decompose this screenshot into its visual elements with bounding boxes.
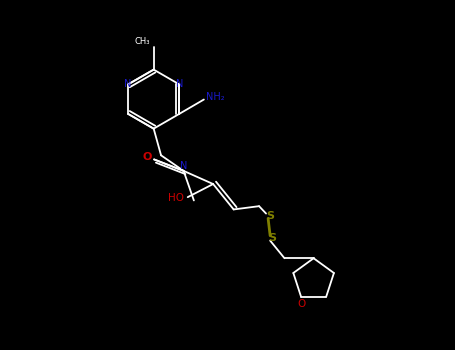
Text: S: S bbox=[268, 233, 276, 243]
Text: S: S bbox=[266, 211, 274, 222]
Text: O: O bbox=[297, 299, 305, 309]
Text: N: N bbox=[124, 79, 132, 89]
Text: NH₂: NH₂ bbox=[206, 92, 225, 103]
Text: O: O bbox=[142, 152, 152, 162]
Text: HO: HO bbox=[168, 193, 184, 203]
Text: N: N bbox=[180, 161, 187, 171]
Text: N: N bbox=[176, 79, 183, 89]
Text: CH₃: CH₃ bbox=[134, 37, 150, 46]
